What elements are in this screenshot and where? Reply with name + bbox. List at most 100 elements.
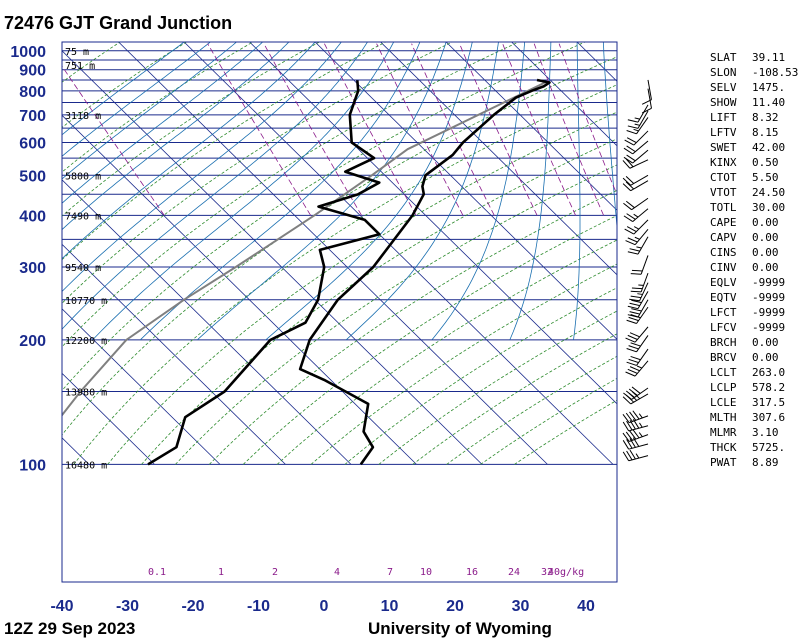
temperature-tick-label: 0 bbox=[320, 598, 329, 615]
index-value: 578.2 bbox=[752, 381, 785, 394]
footer-source: University of Wyoming bbox=[368, 619, 552, 638]
height-label: 751 m bbox=[65, 61, 95, 72]
dry-adiabat bbox=[209, 189, 617, 465]
chart-title: 72476 GJT Grand Junction bbox=[4, 13, 232, 33]
wind-barb bbox=[622, 180, 649, 192]
labels: 0.1 1 2 4 7 10 16 24 3240g/kg1002003004005006007… bbox=[10, 44, 595, 615]
temperature-tick-label: 40 bbox=[577, 598, 595, 615]
wind-barb bbox=[626, 335, 649, 353]
wind-barb bbox=[626, 348, 649, 366]
index-value: 11.40 bbox=[752, 96, 785, 109]
moist-adiabat bbox=[62, 42, 368, 330]
height-label: 9540 m bbox=[65, 263, 101, 274]
index-value: 263.0 bbox=[752, 366, 785, 379]
dry-adiabat bbox=[62, 42, 453, 304]
pressure-tick-label: 600 bbox=[19, 136, 46, 153]
dry-adiabat bbox=[62, 42, 320, 217]
moist-adiabat bbox=[345, 42, 499, 341]
mixing-ratio-label: 4 bbox=[334, 567, 340, 578]
isotherm bbox=[62, 437, 90, 465]
isotherm bbox=[62, 372, 155, 465]
isotherm bbox=[62, 243, 286, 465]
mixing-ratio-label: 40g/kg bbox=[548, 567, 584, 578]
wind-barb bbox=[623, 149, 649, 164]
index-value: 5725. bbox=[752, 441, 785, 454]
index-key: BRCV bbox=[710, 351, 737, 364]
index-key: CTOT bbox=[710, 171, 737, 184]
index-key: THCK bbox=[710, 441, 737, 454]
index-value: 8.15 bbox=[752, 126, 779, 139]
dry-adiabat bbox=[412, 333, 617, 465]
temperature-tick-label: -30 bbox=[116, 598, 139, 615]
pressure-tick-label: 700 bbox=[19, 108, 46, 125]
index-value: 317.5 bbox=[752, 396, 785, 409]
pressure-tick-label: 800 bbox=[19, 84, 46, 101]
index-key: PWAT bbox=[710, 456, 737, 469]
mixing-ratio-label: 10 bbox=[420, 567, 432, 578]
wind-barb bbox=[623, 197, 649, 211]
wind-barb bbox=[622, 410, 649, 424]
wind-barb bbox=[625, 360, 649, 377]
moist-adiabat bbox=[265, 42, 473, 341]
height-label: 3118 m bbox=[65, 111, 101, 122]
index-key: MLMR bbox=[710, 426, 737, 439]
index-key: CINV bbox=[710, 261, 737, 274]
dry-adiabat bbox=[62, 42, 519, 348]
height-label: 10770 m bbox=[65, 296, 107, 307]
isotherm bbox=[511, 42, 617, 147]
moist-adiabat bbox=[62, 42, 211, 157]
moist-adiabat bbox=[573, 42, 581, 340]
wind-barb bbox=[622, 174, 649, 186]
moist-adiabat bbox=[62, 42, 237, 180]
index-value: 0.50 bbox=[752, 156, 779, 169]
wind-barb bbox=[622, 437, 649, 450]
wind-barb bbox=[630, 255, 649, 275]
height-label: 12200 m bbox=[65, 336, 107, 347]
dry-adiabat bbox=[62, 42, 586, 392]
moist-adiabat bbox=[62, 42, 342, 292]
dry-adiabat bbox=[141, 138, 617, 465]
mixing-ratio-label: 24 bbox=[508, 567, 520, 578]
wind-barb bbox=[627, 236, 649, 255]
isotherm bbox=[118, 42, 548, 465]
moist-adiabat bbox=[62, 42, 316, 260]
index-value: 0.00 bbox=[752, 351, 779, 364]
index-key: SLON bbox=[710, 66, 737, 79]
dry-adiabat bbox=[242, 215, 617, 465]
wind-barb bbox=[627, 299, 649, 318]
dry-adiabat bbox=[175, 164, 617, 465]
isotherm bbox=[62, 50, 483, 465]
index-key: SELV bbox=[710, 81, 737, 94]
index-value: -9999 bbox=[752, 321, 785, 334]
index-value: -108.53 bbox=[752, 66, 798, 79]
index-value: 0.00 bbox=[752, 246, 779, 259]
wind-barb bbox=[623, 208, 649, 223]
mixing-ratio-label: 32 bbox=[541, 567, 553, 578]
dry-adiabat bbox=[62, 42, 386, 261]
temperature-tick-label: -40 bbox=[50, 598, 73, 615]
pressure-tick-label: 300 bbox=[19, 260, 46, 277]
dry-adiabat bbox=[344, 287, 617, 465]
temperature-tick-label: -10 bbox=[247, 598, 270, 615]
mixing-ratio-line bbox=[263, 43, 362, 216]
plot-frame bbox=[61, 41, 618, 583]
index-value: 24.50 bbox=[752, 186, 785, 199]
wind-barb bbox=[622, 158, 649, 169]
isotherm bbox=[62, 114, 417, 465]
isotherm bbox=[62, 179, 352, 465]
index-key: CAPV bbox=[710, 231, 737, 244]
profiles bbox=[62, 78, 551, 466]
height-label: 13980 m bbox=[65, 388, 107, 399]
footer-time: 12Z 29 Sep 2023 bbox=[4, 619, 135, 638]
height-label: 7490 m bbox=[65, 211, 101, 222]
index-value: 0.00 bbox=[752, 231, 779, 244]
index-value: 0.00 bbox=[752, 216, 779, 229]
wind-barb bbox=[625, 229, 649, 246]
moist-adiabat bbox=[92, 42, 395, 341]
dry-adiabat bbox=[62, 42, 254, 173]
index-value: 39.11 bbox=[752, 51, 785, 64]
wind-barb bbox=[626, 117, 649, 135]
mixing-ratio-line bbox=[376, 43, 464, 216]
grid bbox=[62, 42, 617, 465]
isotherm bbox=[249, 42, 617, 405]
